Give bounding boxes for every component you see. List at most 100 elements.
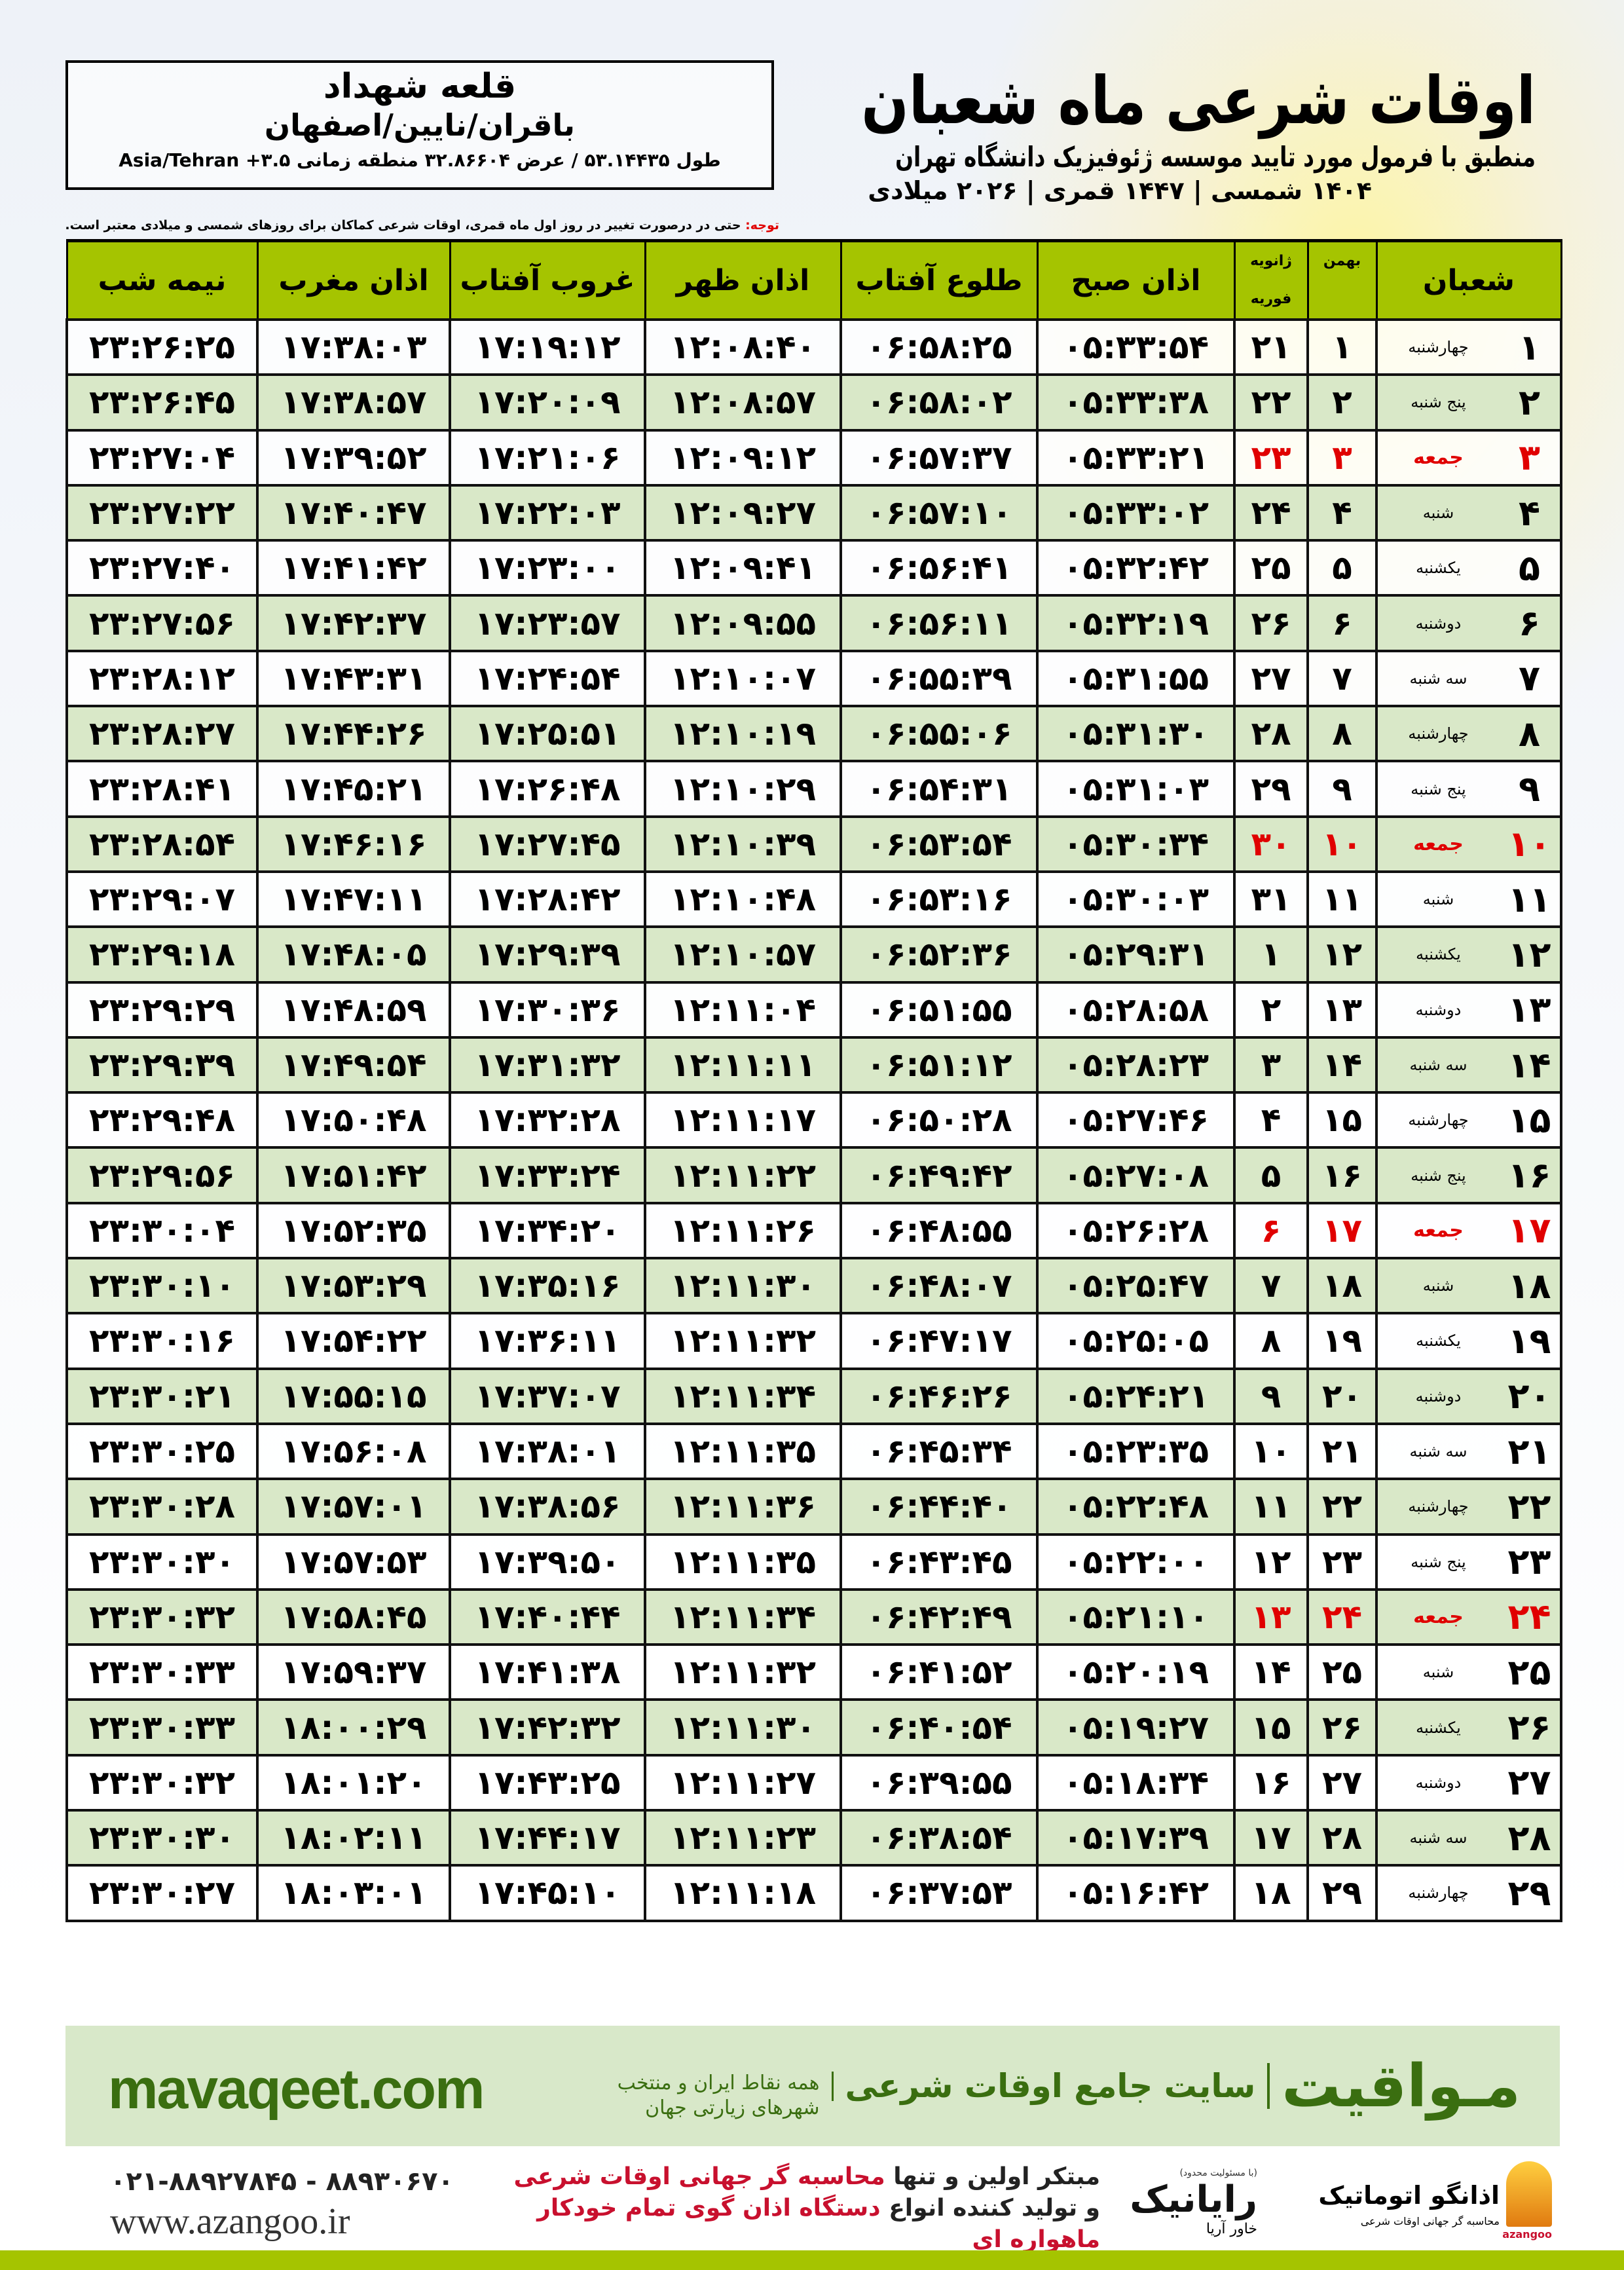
col-shaban: شعبان [1375,239,1562,321]
zohr-time: ۱۲:۱۱:۰۴ [644,980,842,1039]
bahman-day: ۲۳ [1306,1533,1378,1591]
nimeshab-time: ۲۳:۲۹:۵۶ [65,1146,259,1204]
page-title: اوقات شرعی ماه شعبان [861,62,1536,139]
gregorian-day: ۱۶ [1233,1753,1309,1812]
shaban-day: ۶ [1499,594,1562,652]
shaban-day: ۴ [1499,483,1562,542]
nimeshab-time: ۲۳:۲۸:۴۱ [65,760,259,818]
sobh-time: ۰۵:۳۱:۰۳ [1036,760,1236,818]
bahman-day: ۲۷ [1306,1753,1378,1812]
ghorub-time: ۱۷:۳۸:۵۶ [449,1478,646,1536]
shaban-day: ۱۷ [1499,1201,1562,1260]
maghrib-time: ۱۷:۴۱:۴۲ [256,539,451,597]
zohr-time: ۱۲:۱۱:۳۲ [644,1643,842,1702]
tolu-time: ۰۶:۴۵:۳۴ [840,1422,1039,1481]
col-january-label: ژانویه [1250,253,1292,269]
rayanik-small: (با مسئولیت محدود) [1179,2168,1257,2178]
nimeshab-time: ۲۳:۳۰:۳۰ [65,1533,259,1591]
maghrib-time: ۱۸:۰۰:۲۹ [256,1698,451,1757]
azangoo-link[interactable]: www.azangoo.ir [110,2201,350,2242]
sobh-time: ۰۵:۲۸:۵۸ [1036,980,1236,1039]
gregorian-day: ۲۱ [1233,318,1309,377]
sobh-time: ۰۵:۳۳:۰۲ [1036,483,1236,542]
gregorian-day: ۱۱ [1233,1478,1309,1536]
tolu-time: ۰۶:۵۶:۴۱ [840,539,1039,597]
col-zohr: اذان ظهر [644,239,842,321]
weekday: دوشنبه [1375,1367,1499,1425]
ghorub-time: ۱۷:۴۲:۳۲ [449,1698,646,1757]
col-february-label: فوریه [1250,291,1292,307]
promo1-b: محاسبه گر جهانی اوقات شرعی [513,2163,885,2190]
gregorian-day: ۴ [1233,1091,1309,1149]
bahman-day: ۲۵ [1306,1643,1378,1702]
bahman-day: ۳ [1306,428,1378,487]
gregorian-day: ۵ [1233,1146,1309,1204]
ghorub-time: ۱۷:۲۳:۰۰ [449,539,646,597]
shaban-day: ۹ [1499,760,1562,818]
maghrib-time: ۱۷:۳۹:۵۲ [256,428,451,487]
bahman-day: ۱ [1306,318,1378,377]
nimeshab-time: ۲۳:۲۹:۰۷ [65,870,259,929]
divider [1267,2063,1270,2109]
table-row: ۲۱ سه شنبه ۲۱ ۱۰ ۰۵:۲۳:۳۵ ۰۶:۴۵:۳۴ ۱۲:۱۱:۳۵ ۱۷:… [65,1422,1562,1481]
zohr-time: ۱۲:۰۸:۴۰ [644,318,842,377]
ghorub-time: ۱۷:۲۹:۳۹ [449,925,646,984]
col-gregorian: ژانویه فوریه [1233,239,1309,321]
shaban-day: ۱ [1499,318,1562,377]
shaban-day: ۲۲ [1499,1478,1562,1536]
nimeshab-time: ۲۳:۳۰:۳۳ [65,1643,259,1702]
maghrib-time: ۱۸:۰۱:۲۰ [256,1753,451,1812]
zohr-time: ۱۲:۱۱:۳۴ [644,1367,842,1425]
rayanik-sub: خاور آریا [1206,2221,1257,2237]
divider [831,2071,834,2101]
weekday: یکشنبه [1375,925,1499,984]
tolu-time: ۰۶:۵۱:۱۲ [840,1035,1039,1094]
nimeshab-time: ۲۳:۳۰:۳۳ [65,1698,259,1757]
gregorian-day: ۲۲ [1233,373,1309,432]
col-nimeshab: نیمه شب [65,239,259,321]
zohr-time: ۱۲:۰۹:۴۱ [644,539,842,597]
weekday: سه شنبه [1375,1809,1499,1867]
bahman-day: ۱۷ [1306,1201,1378,1260]
weekday: پنج شنبه [1375,1146,1499,1204]
note: توجه: حتی در درصورت تغییر در روز اول ماه… [20,217,779,233]
nimeshab-time: ۲۳:۳۰:۲۷ [65,1864,259,1922]
zohr-time: ۱۲:۱۱:۱۷ [644,1091,842,1149]
table-row: ۹ پنج شنبه ۹ ۲۹ ۰۵:۳۱:۰۳ ۰۶:۵۴:۳۱ ۱۲:۱۰:۲۹ ۱۷:۲… [65,760,1562,818]
gregorian-day: ۱۳ [1233,1588,1309,1647]
sobh-time: ۰۵:۲۲:۰۰ [1036,1533,1236,1591]
nimeshab-time: ۲۳:۳۰:۱۰ [65,1257,259,1315]
ghorub-time: ۱۷:۲۴:۵۴ [449,649,646,708]
nimeshab-time: ۲۳:۳۰:۳۲ [65,1588,259,1647]
col-bahman-label: بهمن [1323,253,1361,269]
bahman-day: ۸ [1306,705,1378,763]
mavaqeet-link[interactable]: mavaqeet.com [108,2058,485,2121]
shaban-day: ۱۶ [1499,1146,1562,1204]
bahman-day: ۵ [1306,539,1378,597]
gregorian-day: ۶ [1233,1201,1309,1260]
maghrib-time: ۱۷:۵۸:۴۵ [256,1588,451,1647]
table-row: ۲۲ چهارشنبه ۲۲ ۱۱ ۰۵:۲۲:۴۸ ۰۶:۴۴:۴۰ ۱۲:۱۱:۳۶ ۱۷… [65,1478,1562,1536]
maghrib-time: ۱۷:۴۸:۵۹ [256,980,451,1039]
ghorub-time: ۱۷:۳۰:۳۶ [449,980,646,1039]
zohr-time: ۱۲:۱۱:۲۷ [644,1753,842,1812]
tolu-time: ۰۶:۵۲:۳۶ [840,925,1039,984]
gregorian-day: ۳۰ [1233,815,1309,873]
maghrib-time: ۱۷:۵۳:۲۹ [256,1257,451,1315]
nimeshab-time: ۲۳:۳۰:۲۵ [65,1422,259,1481]
gregorian-day: ۱۵ [1233,1698,1309,1757]
bahman-day: ۲۰ [1306,1367,1378,1425]
gregorian-day: ۲۹ [1233,760,1309,818]
weekday: چهارشنبه [1375,318,1499,377]
bahman-day: ۱۶ [1306,1146,1378,1204]
nimeshab-time: ۲۳:۲۹:۴۸ [65,1091,259,1149]
nimeshab-time: ۲۳:۲۷:۴۰ [65,539,259,597]
shaban-day: ۱۵ [1499,1091,1562,1149]
ghorub-time: ۱۷:۳۶:۱۱ [449,1312,646,1370]
maghrib-time: ۱۷:۵۷:۵۳ [256,1533,451,1591]
table-row: ۱۸ شنبه ۱۸ ۷ ۰۵:۲۵:۴۷ ۰۶:۴۸:۰۷ ۱۲:۱۱:۳۰ ۱۷:۳۵:۱… [65,1257,1562,1315]
gregorian-day: ۱۸ [1233,1864,1309,1922]
weekday: شنبه [1375,483,1499,542]
shaban-day: ۲۳ [1499,1533,1562,1591]
prayer-times-table: شعبان بهمن ژانویه فوریه اذان صبح طلوع آفت… [65,239,1562,1922]
